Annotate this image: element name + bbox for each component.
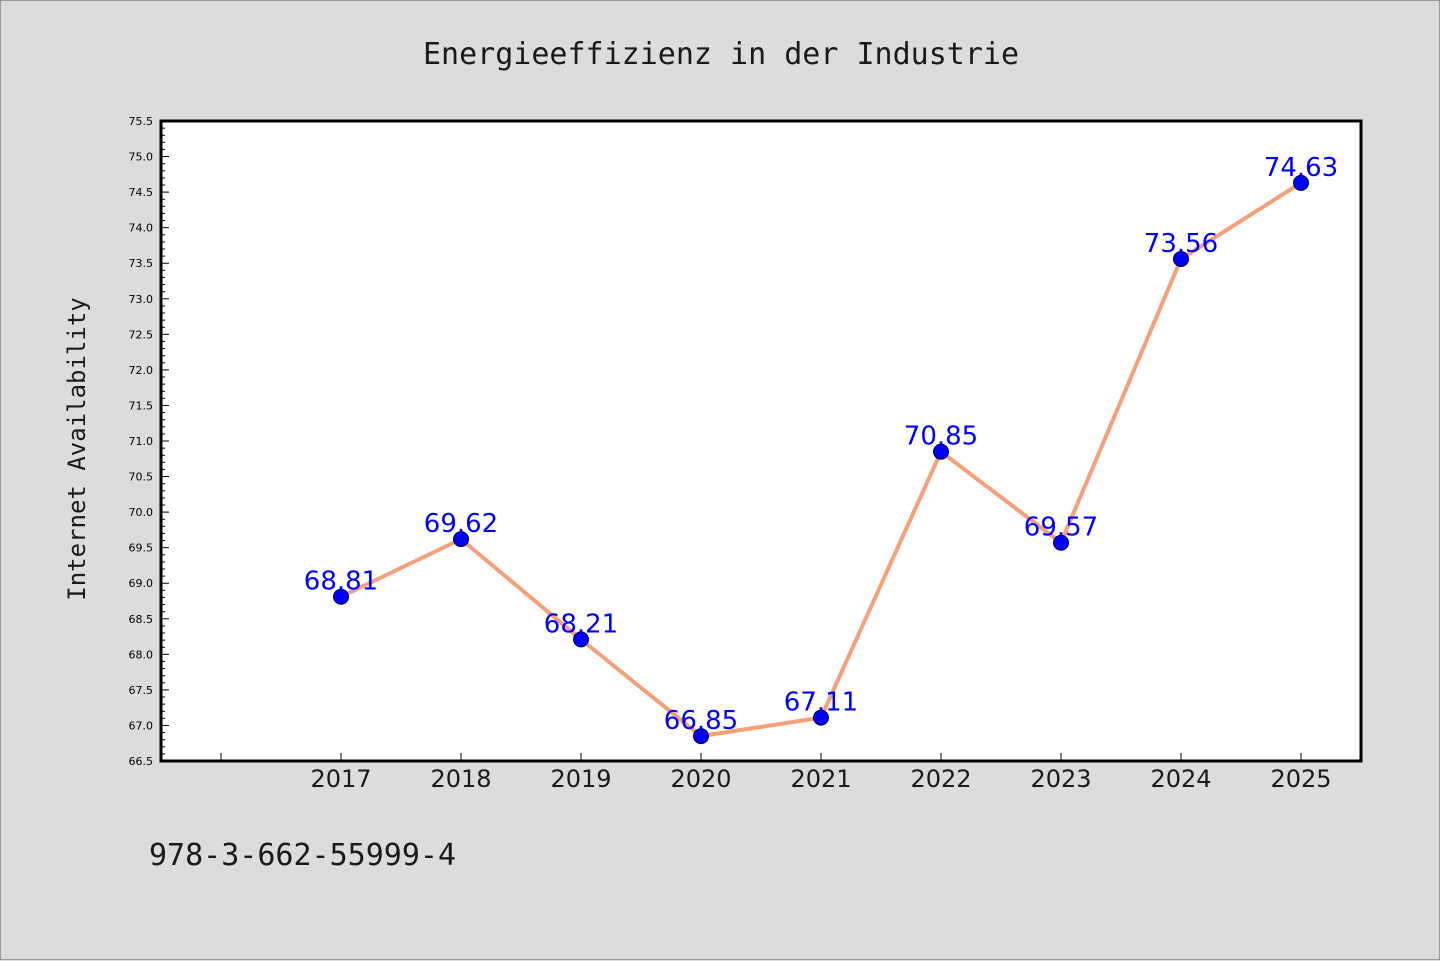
data-point <box>453 531 469 548</box>
y-tick-label: 71.5 <box>129 399 154 412</box>
y-tick-label: 69.0 <box>129 577 154 590</box>
y-tick-label: 75.0 <box>129 151 154 164</box>
y-tick-label: 68.5 <box>129 613 154 626</box>
data-point <box>933 443 949 460</box>
x-tick-label: 2024 <box>1150 765 1211 793</box>
y-tick-label: 73.5 <box>129 257 154 270</box>
x-axis: 2017 2018 2019 2020 2021 2022 2023 2024 2025 <box>220 753 1332 793</box>
y-tick-label: 66.5 <box>129 755 154 768</box>
x-tick-label: 2017 <box>310 765 371 793</box>
y-tick-label: 72.0 <box>129 364 154 377</box>
data-point <box>1053 534 1069 551</box>
y-axis: 66.5 67.0 67.5 68.0 68.5 69.0 69.5 70.0 70.5 71.0… <box>129 115 169 768</box>
y-tick-label: 75.5 <box>129 115 154 128</box>
data-point <box>813 709 829 726</box>
x-tick-label: 2018 <box>430 765 491 793</box>
isbn-text: 978-3-662-55999-4 <box>149 838 456 873</box>
y-tick-label: 70.5 <box>129 471 154 484</box>
y-tick-label: 73.0 <box>129 293 154 306</box>
y-tick-label: 69.5 <box>129 542 154 555</box>
x-tick-label: 2019 <box>550 765 611 793</box>
y-tick-label: 67.5 <box>129 684 154 697</box>
data-label: 69.62 <box>424 509 498 539</box>
y-tick-label: 72.5 <box>129 328 154 341</box>
plot-area <box>159 119 1363 763</box>
data-label: 73.56 <box>1144 229 1218 259</box>
y-tick-label: 74.5 <box>129 186 154 199</box>
data-label: 68.81 <box>304 567 378 597</box>
data-point <box>1293 174 1309 191</box>
data-label: 66.85 <box>664 706 738 736</box>
series-layer: 68.81 69.62 68.21 66.85 67.11 70.85 69.57 73.56… <box>304 153 1338 745</box>
y-tick-label: 67.0 <box>129 719 154 732</box>
data-point <box>1173 250 1189 267</box>
x-tick-label: 2025 <box>1270 765 1331 793</box>
data-point <box>573 631 589 648</box>
chart-title: Energieeffizienz in der Industrie <box>423 37 1019 72</box>
data-label: 69.57 <box>1024 513 1098 543</box>
y-axis-label: Internet Availability <box>63 297 91 600</box>
data-label: 70.85 <box>904 422 978 452</box>
data-label: 74.63 <box>1264 153 1338 183</box>
y-tick-label: 68.0 <box>129 648 154 661</box>
data-label: 67.11 <box>784 688 858 718</box>
x-tick-label: 2021 <box>790 765 851 793</box>
y-tick-label: 71.0 <box>129 435 154 448</box>
x-tick-label: 2022 <box>910 765 971 793</box>
y-tick-label: 70.0 <box>129 506 154 519</box>
data-point <box>693 728 709 745</box>
y-tick-label: 74.0 <box>129 222 154 235</box>
data-point <box>333 588 349 605</box>
x-tick-label: 2020 <box>670 765 731 793</box>
data-label: 68.21 <box>544 609 618 639</box>
x-tick-label: 2023 <box>1030 765 1091 793</box>
